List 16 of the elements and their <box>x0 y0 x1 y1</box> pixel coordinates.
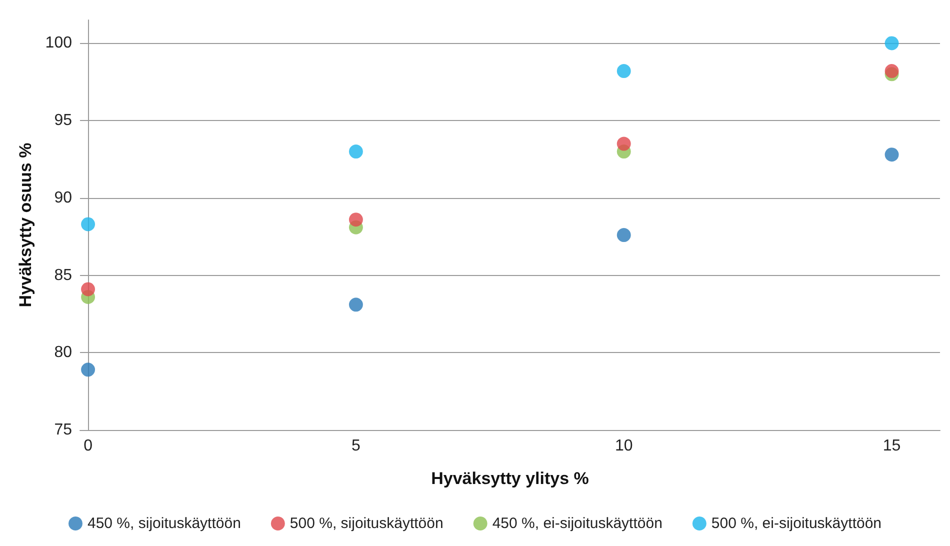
x-tick-label: 0 <box>84 438 93 454</box>
y-tick-label: 90 <box>54 189 72 206</box>
y-tick-label: 80 <box>54 344 72 362</box>
x-axis-title: Hyväksytty ylitys % <box>431 469 589 488</box>
y-tick-label: 95 <box>54 112 72 130</box>
y-tick-label: 100 <box>45 34 72 52</box>
y-tick-label: 85 <box>54 266 72 284</box>
x-tick-label: 15 <box>882 438 901 454</box>
x-tick-label: 5 <box>351 438 360 454</box>
legend-label: 450 %, sijoituskäyttöön <box>87 515 241 532</box>
legend-label: 450 %, ei-sijoituskäyttöön <box>492 515 662 532</box>
legend-label: 500 %, ei-sijoituskäyttöön <box>711 515 882 532</box>
legend-label: 500 %, sijoituskäyttöön <box>290 515 444 532</box>
y-axis-title: Hyväksytty osuus % <box>16 142 35 308</box>
x-tick-label: 10 <box>614 438 633 454</box>
y-tick-label: 75 <box>54 422 72 438</box>
